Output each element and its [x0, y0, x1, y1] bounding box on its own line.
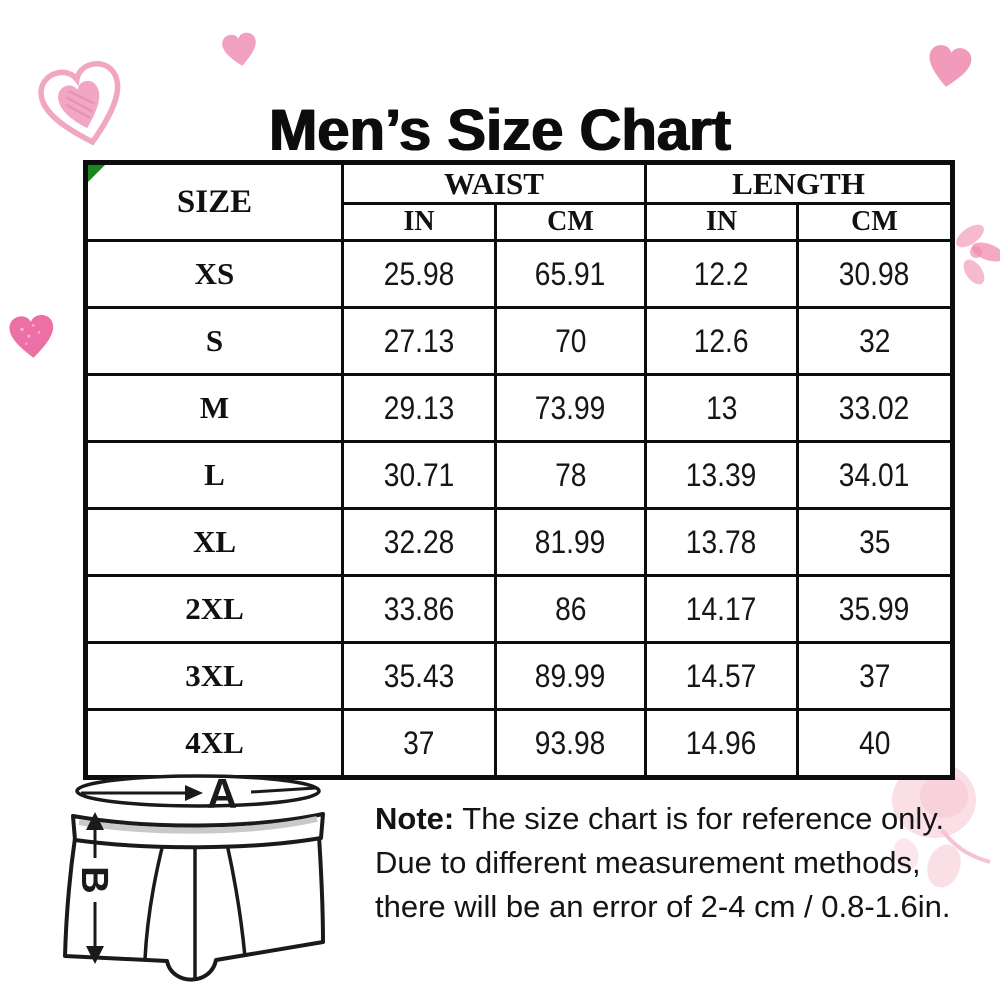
page-title: Men’s Size Chart: [269, 97, 731, 163]
length-cm-cell: 32: [796, 306, 954, 376]
column-header-waist: WAIST: [341, 161, 647, 205]
length-in-cell: 12.6: [644, 306, 799, 376]
waist-cm-cell: 89.99: [494, 641, 647, 711]
length-in-cell: 14.57: [644, 641, 799, 711]
table-row: L 30.71 78 13.39 34.01: [84, 440, 954, 510]
textured-heart-icon: [9, 315, 54, 358]
sketch-heart-icon: [38, 61, 121, 146]
waist-in-cell: 32.28: [341, 507, 497, 577]
waist-cm-cell: 70: [494, 306, 647, 376]
waist-in-cell: 35.43: [341, 641, 497, 711]
arrow-up-icon: [86, 812, 104, 830]
length-in-cell: 12.2: [644, 239, 799, 309]
note-label: Note:: [375, 801, 455, 836]
table-row: 4XL 37 93.98 14.96 40: [84, 708, 954, 779]
unit-header-length-cm: CM: [796, 202, 954, 242]
length-in-cell: 14.17: [644, 574, 799, 644]
length-in-cell: 13.78: [644, 507, 799, 577]
note-line-3: there will be an error of 2-4 cm / 0.8-1…: [375, 889, 951, 924]
size-label: M: [84, 373, 344, 443]
waist-cm-cell: 78: [494, 440, 647, 510]
green-corner-mark: [88, 165, 105, 182]
note-line-2: Due to different measurement methods,: [375, 845, 921, 880]
waist-cm-cell: 65.91: [494, 239, 647, 309]
column-header-size: SIZE: [84, 161, 344, 242]
length-cm-cell: 34.01: [796, 440, 954, 510]
rose-icon: [892, 762, 991, 888]
length-cm-cell: 37: [796, 641, 954, 711]
boxer-measurement-diagram: A B: [63, 770, 325, 982]
size-label: L: [84, 440, 344, 510]
waist-cm-cell: 93.98: [494, 708, 647, 779]
waist-in-cell: 37: [341, 708, 497, 779]
size-label: S: [84, 306, 344, 376]
waist-in-cell: 30.71: [341, 440, 497, 510]
note-line-1: Note: The size chart is for reference on…: [375, 801, 945, 836]
unit-header-waist-cm: CM: [494, 202, 647, 242]
length-label-b: B: [73, 866, 115, 893]
unit-header-length-in: IN: [644, 202, 799, 242]
table-row: M 29.13 73.99 13 33.02: [84, 373, 954, 443]
size-label: XL: [84, 507, 344, 577]
length-cm-cell: 33.02: [796, 373, 954, 443]
length-in-cell: 13: [644, 373, 799, 443]
arrow-down-icon: [86, 946, 104, 964]
unit-header-waist-in: IN: [341, 202, 497, 242]
waist-cm-cell: 73.99: [494, 373, 647, 443]
size-label: XS: [84, 239, 344, 309]
table-row: XS 25.98 65.91 12.2 30.98: [84, 239, 954, 309]
petal-flower-icon: [956, 224, 1000, 285]
length-cm-cell: 40: [796, 708, 954, 779]
table-row: 3XL 35.43 89.99 14.57 37: [84, 641, 954, 711]
length-cm-cell: 35.99: [796, 574, 954, 644]
topright-heart-icon: [929, 45, 972, 87]
length-cm-cell: 30.98: [796, 239, 954, 309]
size-label: 2XL: [84, 574, 344, 644]
column-header-length: LENGTH: [644, 161, 954, 205]
size-chart-table: SIZE WAIST LENGTH IN CM IN CM XS 25.98 6…: [83, 160, 955, 780]
arrow-right-icon: [185, 785, 203, 801]
length-in-cell: 13.39: [644, 440, 799, 510]
waist-in-cell: 25.98: [341, 239, 497, 309]
waist-in-cell: 29.13: [341, 373, 497, 443]
table-row: S 27.13 70 12.6 32: [84, 306, 954, 376]
length-cm-cell: 35: [796, 507, 954, 577]
table-row: XL 32.28 81.99 13.78 35: [84, 507, 954, 577]
waist-in-cell: 27.13: [341, 306, 497, 376]
note-text: Note: The size chart is for reference on…: [375, 797, 975, 929]
waist-label-a: A: [207, 770, 237, 817]
size-label: 3XL: [84, 641, 344, 711]
waist-cm-cell: 86: [494, 574, 647, 644]
table-row: 2XL 33.86 86 14.17 35.99: [84, 574, 954, 644]
length-in-cell: 14.96: [644, 708, 799, 779]
waist-in-cell: 33.86: [341, 574, 497, 644]
small-heart-icon: [222, 32, 256, 66]
waist-cm-cell: 81.99: [494, 507, 647, 577]
